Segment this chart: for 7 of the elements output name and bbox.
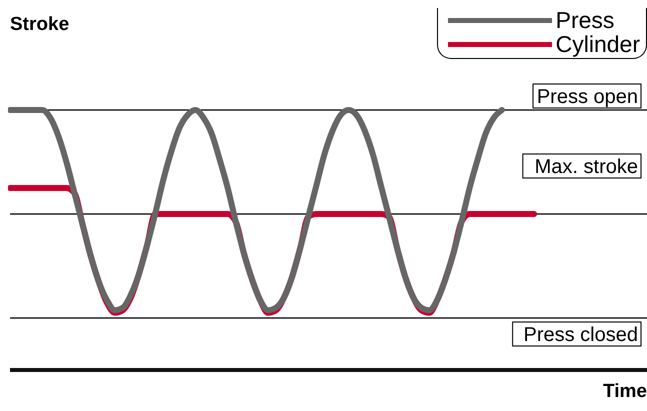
ref-line-label: Press closed — [524, 324, 638, 346]
ref-line-label: Press open — [536, 86, 638, 108]
y-axis-title: Stroke — [10, 14, 70, 36]
ref-line-label: Max. stroke — [534, 156, 638, 178]
legend-label: Cylinder — [556, 30, 640, 58]
legend-label: Press — [556, 6, 614, 34]
x-axis-title: Time — [602, 381, 647, 403]
